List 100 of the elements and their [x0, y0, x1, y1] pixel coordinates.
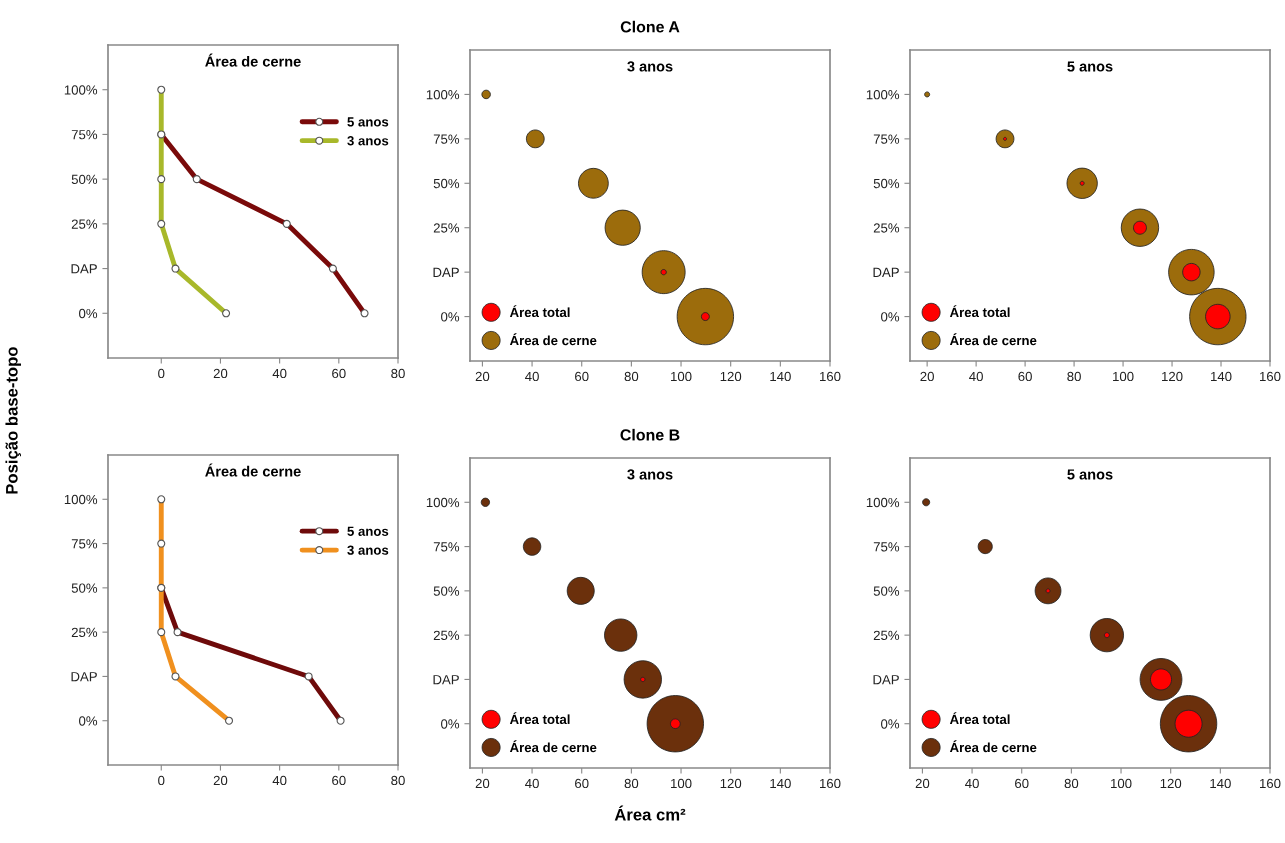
y-tick-label: DAP: [71, 264, 97, 274]
y-tick-label: 25%: [873, 223, 900, 233]
y-tick-label: 25%: [873, 630, 900, 641]
y-tick-label: 25%: [433, 630, 460, 641]
x-tick-label: 80: [1064, 778, 1079, 789]
text: 3 anos: [627, 469, 673, 480]
x-tick-label: 20: [213, 775, 228, 786]
x-tick-label: 60: [575, 778, 589, 789]
x-tick-label: 40: [525, 778, 539, 789]
y-tick-label: 75%: [71, 539, 98, 549]
y-tick-label: 50%: [873, 178, 900, 189]
y-tick-label: DAP: [433, 675, 459, 685]
y-tick-label: 50%: [71, 583, 98, 593]
x-tick-label: 60: [332, 775, 346, 786]
x-tick-label: 80: [624, 778, 639, 789]
x-tick-label: 20: [475, 778, 490, 789]
y-tick-label: DAP: [873, 267, 899, 277]
legend-label: 3 anos: [347, 545, 389, 555]
x-tick-label: 20: [475, 371, 490, 382]
x-tick-label: 80: [391, 368, 405, 379]
x-tick-label: 40: [525, 371, 539, 382]
x-tick-label: 100: [671, 778, 692, 789]
x-tick-label: 140: [770, 371, 791, 382]
x-tick-label: 20: [213, 368, 228, 379]
y-tick-label: 75%: [433, 134, 460, 144]
x-tick-label: 60: [1015, 778, 1029, 789]
y-tick-label: 50%: [433, 178, 460, 189]
y-tick-label: 75%: [433, 542, 460, 552]
y-tick-label: 75%: [873, 134, 900, 144]
x-tick-label: 120: [1160, 778, 1182, 789]
text: Clone A: [620, 20, 680, 33]
y-tick-label: DAP: [71, 672, 97, 682]
y-tick-label: 25%: [433, 223, 460, 233]
y-tick-label: 0%: [881, 312, 900, 322]
x-tick-label: 160: [1260, 778, 1281, 789]
y-tick-label: 100%: [866, 497, 900, 508]
x-tick-label: 0: [158, 775, 165, 786]
y-tick-label: DAP: [873, 675, 899, 685]
y-tick-label: 100%: [64, 494, 98, 505]
y-tick-label: 50%: [71, 174, 98, 185]
x-tick-label: 100: [671, 371, 692, 382]
legend-label: Área de cerne: [949, 740, 1037, 753]
x-tick-label: 160: [1260, 371, 1281, 382]
y-tick-label: 0%: [881, 719, 900, 729]
x-tick-label: 80: [624, 371, 639, 382]
x-tick-label: 60: [332, 368, 346, 379]
x-tick-label: 40: [272, 368, 287, 379]
text: Área de cerne: [205, 53, 301, 67]
x-tick-label: 80: [391, 775, 405, 786]
y-tick-label: 100%: [426, 497, 460, 508]
x-tick-label: 60: [1018, 371, 1032, 382]
text: Área de cerne: [205, 463, 301, 477]
x-tick-label: 160: [820, 371, 841, 382]
x-tick-label: 120: [1162, 371, 1183, 382]
x-tick-label: 120: [720, 371, 742, 382]
x-tick-label: 60: [575, 371, 589, 382]
text: 3 anos: [627, 61, 673, 72]
text: 5 anos: [1067, 61, 1113, 72]
x-tick-label: 40: [272, 775, 287, 786]
y-tick-label: 100%: [64, 85, 98, 95]
x-tick-label: 20: [915, 778, 930, 789]
y-tick-label: 25%: [71, 219, 98, 229]
y-tick-label: 75%: [71, 130, 98, 140]
legend-label: Área total: [949, 712, 1010, 725]
x-tick-label: 140: [1210, 778, 1231, 789]
text: 5 anos: [1067, 469, 1113, 480]
x-tick-label: 0: [158, 368, 165, 379]
y-tick-label: 100%: [866, 90, 900, 100]
x-tick-label: 100: [1111, 778, 1132, 789]
y-tick-label: 0%: [441, 719, 460, 729]
legend-label: Área total: [949, 305, 1010, 318]
legend-label: Área de cerne: [509, 740, 597, 753]
legend-label: Área de cerne: [949, 333, 1037, 346]
y-tick-label: 0%: [79, 308, 98, 319]
x-axis-title: Área cm²: [614, 805, 686, 821]
x-tick-label: 80: [1067, 371, 1081, 382]
x-tick-label: 140: [1211, 371, 1232, 382]
legend-label: 5 anos: [347, 117, 389, 127]
y-tick-label: 50%: [873, 586, 900, 596]
x-tick-label: 120: [720, 778, 742, 789]
x-tick-label: 40: [969, 371, 983, 382]
legend-label: Área total: [509, 305, 570, 318]
legend-label: 5 anos: [347, 526, 389, 536]
legend-label: 3 anos: [347, 136, 389, 146]
x-tick-label: 40: [965, 778, 979, 789]
text: Clone B: [620, 428, 680, 441]
y-tick-label: DAP: [433, 267, 459, 277]
y-tick-label: 100%: [426, 90, 460, 100]
x-tick-label: 160: [820, 778, 841, 789]
y-axis-title: Posição base-topo: [5, 347, 21, 494]
x-tick-label: 100: [1113, 371, 1134, 382]
legend-label: Área total: [509, 712, 570, 725]
y-tick-label: 0%: [79, 716, 98, 726]
x-tick-label: 140: [770, 778, 791, 789]
y-tick-label: 50%: [433, 586, 460, 596]
y-tick-label: 0%: [441, 312, 460, 322]
y-tick-label: 75%: [873, 542, 900, 552]
x-tick-label: 20: [920, 371, 934, 382]
legend-label: Área de cerne: [509, 333, 597, 346]
y-tick-label: 25%: [71, 627, 98, 638]
